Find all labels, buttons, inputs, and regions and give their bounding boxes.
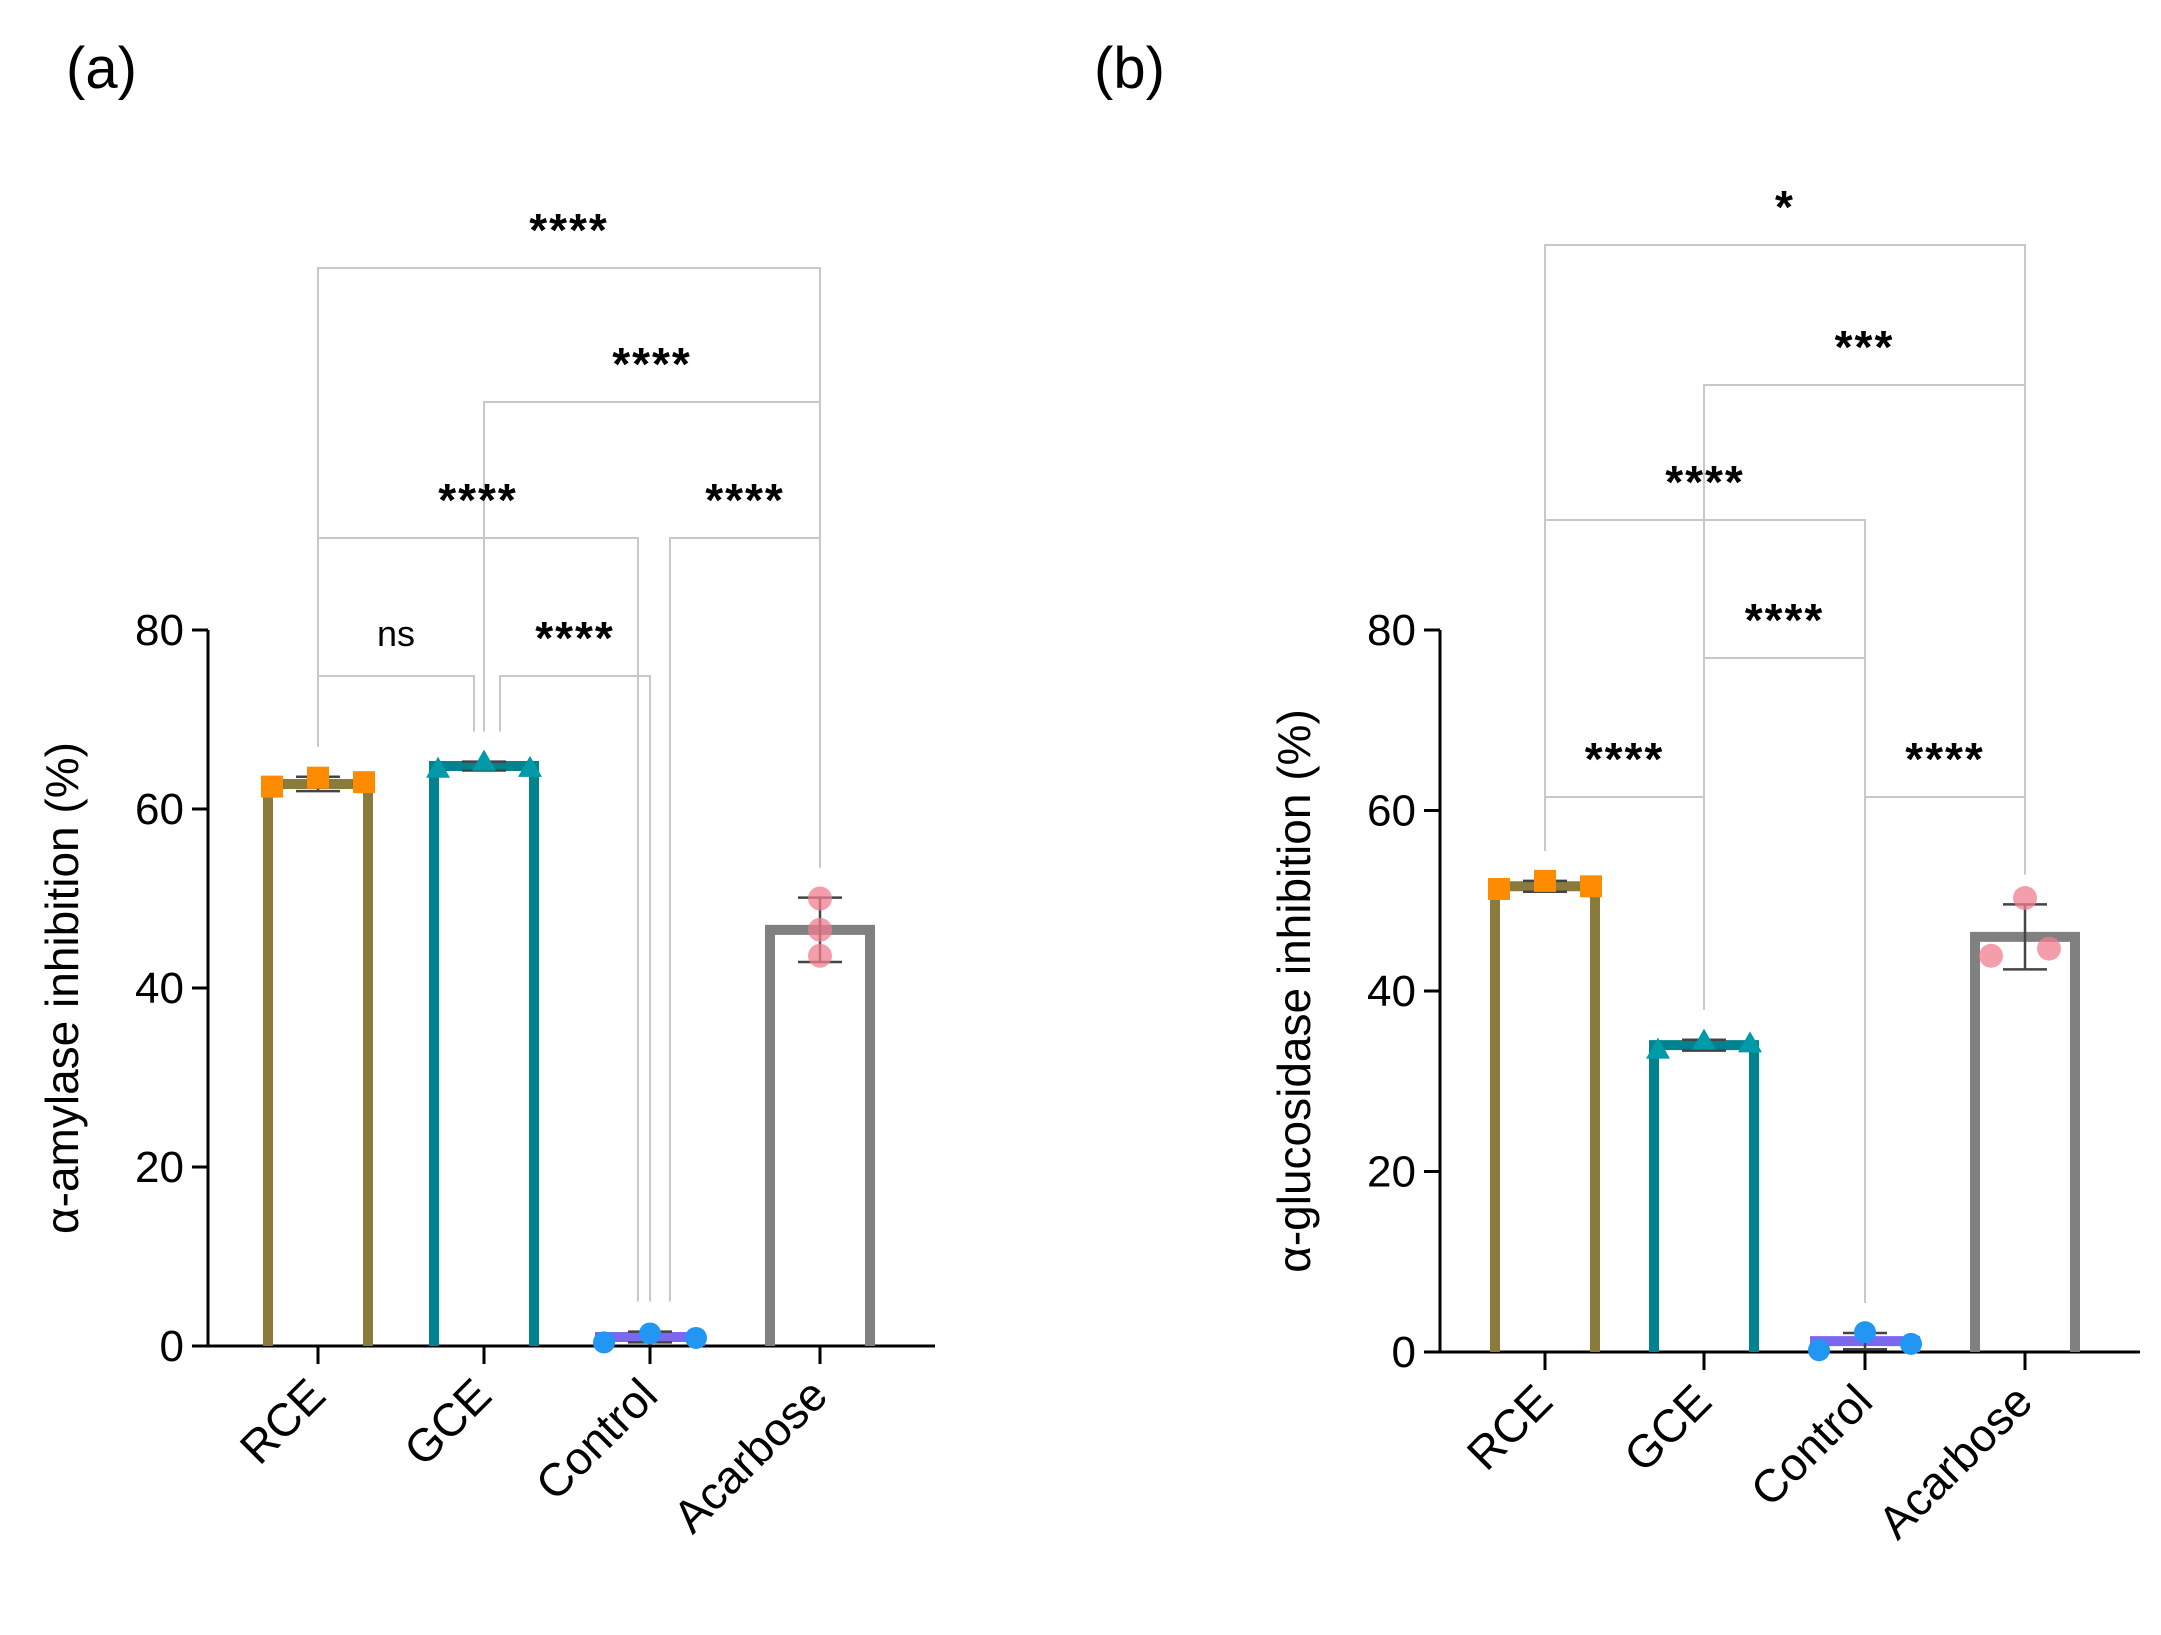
data-point-rce xyxy=(261,775,283,798)
data-point-acarbose xyxy=(808,917,832,942)
data-point-rce xyxy=(353,771,375,794)
significance-label: **** xyxy=(705,474,785,526)
data-point-rce xyxy=(307,766,329,789)
significance-bracket xyxy=(317,537,639,1302)
significance-label: ns xyxy=(377,613,415,654)
y-tick-label: 60 xyxy=(135,785,184,834)
data-point-rce xyxy=(1488,878,1510,901)
category-label-control: Control xyxy=(525,1368,667,1510)
y-axis-title: α-amylase inhibition (%) xyxy=(36,742,88,1234)
significance-bracket xyxy=(1544,796,1705,1010)
significance-label: **** xyxy=(1905,733,1985,785)
significance-label: **** xyxy=(529,204,609,256)
data-point-rce xyxy=(1580,875,1602,898)
category-label-rce: RCE xyxy=(1457,1374,1562,1479)
y-tick-label: 80 xyxy=(135,606,184,655)
bar-acarbose xyxy=(1970,931,2080,1352)
data-point-acarbose xyxy=(2013,886,2037,911)
significance-label: * xyxy=(1775,181,1795,233)
y-tick-label: 20 xyxy=(1367,1148,1416,1197)
data-point-acarbose xyxy=(1979,943,2003,968)
data-point-gce xyxy=(426,756,450,778)
category-label-rce: RCE xyxy=(230,1368,335,1473)
data-point-acarbose xyxy=(2037,936,2061,961)
category-label-acarbose: Acarbose xyxy=(1868,1374,2042,1548)
data-point-control xyxy=(1900,1332,1922,1355)
significance-label: **** xyxy=(1585,733,1665,785)
y-tick-label: 0 xyxy=(1392,1328,1416,1377)
data-point-rce xyxy=(1534,869,1556,892)
significance-label: **** xyxy=(612,338,692,390)
significance-bracket xyxy=(499,675,651,1302)
significance-bracket xyxy=(317,267,821,868)
bar-gce xyxy=(1649,1040,1759,1352)
data-point-gce xyxy=(472,749,496,771)
data-point-gce xyxy=(1646,1037,1670,1059)
y-tick-label: 60 xyxy=(1367,787,1416,836)
bar-rce xyxy=(1490,881,1600,1352)
bar-gce xyxy=(429,761,539,1346)
y-tick-label: 40 xyxy=(135,964,184,1013)
category-label-gce: GCE xyxy=(394,1368,501,1475)
data-point-gce xyxy=(518,755,542,777)
panel-label: (b) xyxy=(1094,36,1165,101)
category-label-gce: GCE xyxy=(1614,1374,1721,1481)
data-point-control xyxy=(685,1326,707,1349)
significance-label: **** xyxy=(438,474,518,526)
y-tick-label: 20 xyxy=(135,1143,184,1192)
chart-panel-b: (b) 0 20 40 60 80 α-glucosidase inhibition (%)… xyxy=(1094,36,2140,1548)
significance-bracket xyxy=(317,675,475,747)
significance-label: **** xyxy=(1665,456,1745,508)
data-point-acarbose xyxy=(808,886,832,911)
data-point-control xyxy=(639,1322,661,1345)
significance-label: **** xyxy=(535,612,615,664)
data-point-gce xyxy=(1692,1028,1716,1050)
data-point-acarbose xyxy=(808,943,832,968)
data-point-gce xyxy=(1738,1031,1762,1053)
data-point-control xyxy=(1854,1321,1876,1344)
significance-bracket xyxy=(669,537,821,1302)
y-tick-label: 0 xyxy=(160,1322,184,1371)
data-point-control xyxy=(1808,1339,1830,1362)
y-tick-label: 40 xyxy=(1367,967,1416,1016)
significance-bracket xyxy=(1864,796,2026,1304)
category-label-acarbose: Acarbose xyxy=(663,1368,837,1542)
significance-label: **** xyxy=(1745,594,1825,646)
data-point-control xyxy=(593,1331,615,1354)
bar-rce xyxy=(263,778,373,1346)
significance-label: *** xyxy=(1835,321,1895,373)
y-tick-label: 80 xyxy=(1367,606,1416,655)
chart-panel-a: (a) 0 20 40 60 80 α-amylase inhibition (%) RCE G… xyxy=(36,36,935,1542)
y-axis-title: α-glucosidase inhibition (%) xyxy=(1268,709,1320,1273)
significance-bracket xyxy=(1703,657,1866,1304)
bar-acarbose xyxy=(765,924,875,1346)
panel-label: (a) xyxy=(66,36,137,101)
category-label-control: Control xyxy=(1740,1374,1882,1516)
